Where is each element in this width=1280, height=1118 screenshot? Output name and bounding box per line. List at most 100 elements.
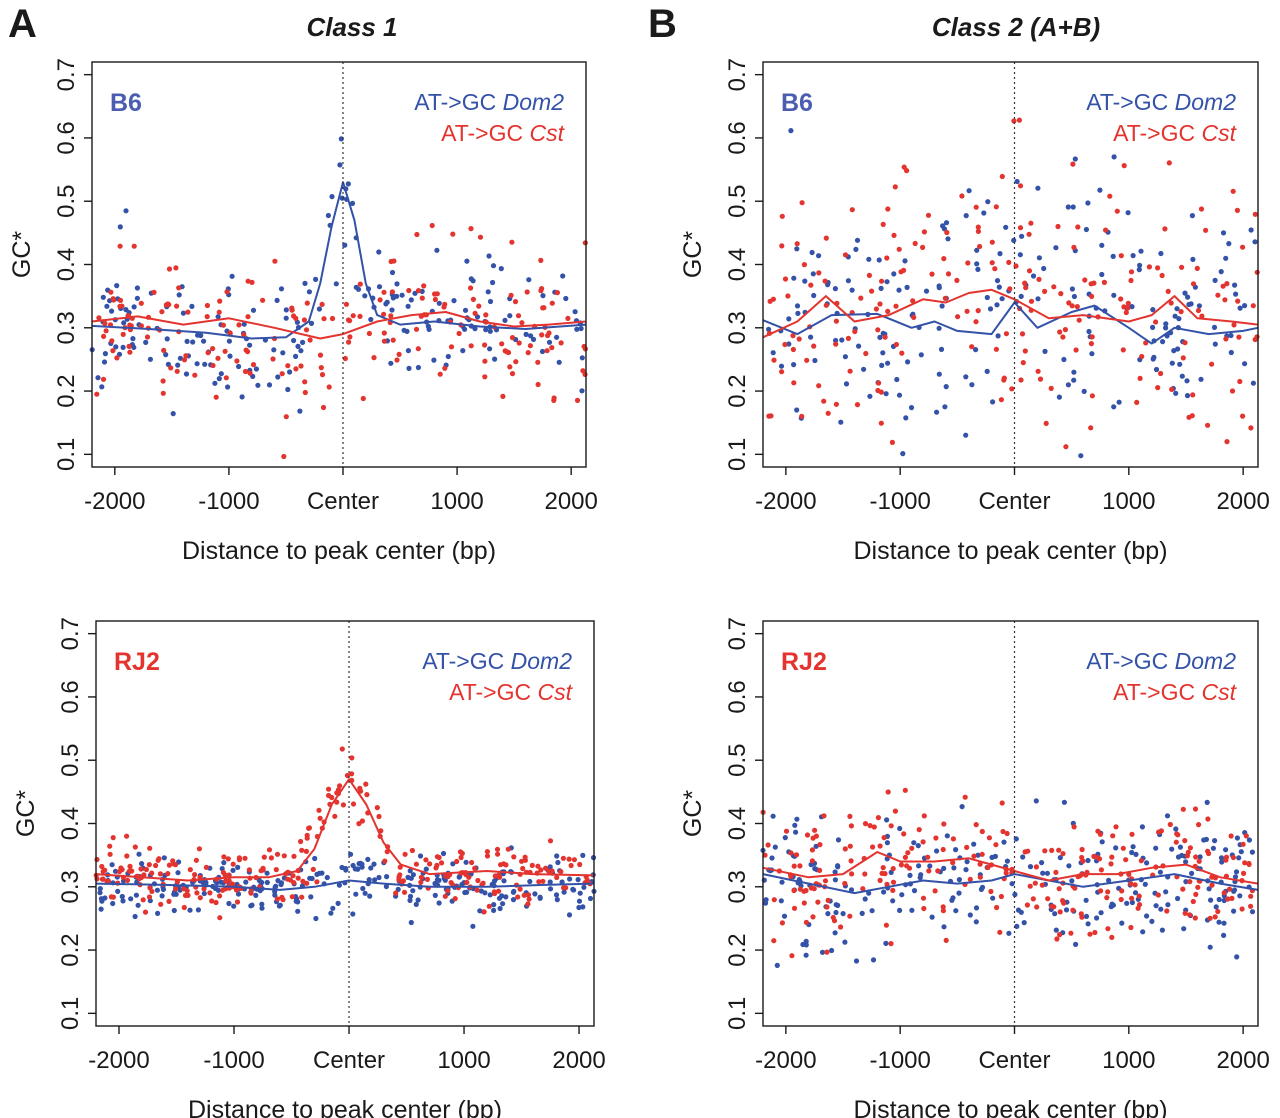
data-point	[539, 332, 545, 338]
data-point	[1088, 281, 1094, 287]
data-point	[297, 408, 303, 414]
data-point	[1125, 300, 1131, 306]
data-point	[801, 900, 807, 906]
data-point	[295, 875, 301, 881]
data-point	[1020, 854, 1026, 860]
data-point	[799, 413, 805, 419]
data-point	[1098, 888, 1104, 894]
data-point	[273, 867, 279, 873]
data-point	[1110, 833, 1116, 839]
legend-series-name: Cst	[1202, 120, 1238, 146]
data-point	[249, 902, 255, 908]
data-point	[871, 824, 877, 830]
data-point	[408, 297, 414, 303]
data-point	[954, 277, 960, 283]
data-point	[118, 865, 124, 871]
data-point	[226, 878, 232, 884]
data-point	[1072, 156, 1078, 162]
y-tick-label: 0.2	[53, 374, 80, 407]
data-point	[393, 890, 399, 896]
data-point	[879, 278, 885, 284]
data-point	[306, 289, 312, 295]
data-point	[215, 355, 221, 361]
data-point	[127, 863, 133, 870]
data-point	[885, 206, 891, 212]
data-point	[523, 331, 529, 337]
data-point	[1042, 348, 1048, 354]
data-point	[166, 898, 172, 905]
data-point	[203, 879, 209, 886]
data-point	[329, 315, 336, 322]
data-point	[576, 898, 583, 904]
data-point	[1178, 309, 1184, 315]
data-point	[293, 366, 299, 372]
strain-label: B6	[781, 89, 813, 117]
data-point	[953, 908, 959, 914]
data-point	[278, 880, 284, 886]
x-axis-label: Distance to peak center (bp)	[182, 537, 496, 565]
trend-line-cst	[762, 288, 1259, 339]
data-point	[989, 239, 995, 245]
scatter-points	[93, 746, 597, 929]
data-point	[236, 363, 242, 370]
data-point	[870, 844, 876, 850]
data-point	[862, 821, 869, 827]
data-point	[794, 241, 800, 247]
data-point	[847, 843, 853, 849]
data-point	[876, 257, 882, 263]
data-point	[201, 338, 207, 344]
y-tick-label: 0.7	[57, 617, 84, 650]
data-point	[896, 287, 902, 293]
data-point	[1173, 390, 1179, 396]
data-point	[472, 326, 478, 332]
data-point	[579, 388, 585, 394]
data-point	[870, 957, 877, 963]
data-point	[161, 855, 167, 861]
data-point	[234, 358, 240, 364]
data-point	[300, 878, 306, 885]
data-point	[163, 302, 169, 308]
data-point	[875, 327, 881, 333]
data-point	[325, 212, 331, 219]
data-point	[1237, 378, 1243, 385]
data-point	[1053, 927, 1059, 933]
data-point	[1158, 906, 1164, 912]
data-point	[849, 871, 855, 877]
data-point	[159, 309, 165, 315]
data-point	[560, 855, 567, 861]
data-point	[1155, 265, 1161, 271]
data-point	[1239, 906, 1245, 912]
data-point	[1193, 891, 1199, 898]
data-point	[407, 897, 413, 904]
data-point	[986, 835, 993, 841]
data-point	[835, 837, 842, 843]
data-point	[911, 888, 918, 894]
data-point	[213, 899, 219, 906]
data-point	[190, 339, 196, 345]
data-point	[362, 890, 368, 896]
y-tick-label: 0.3	[724, 311, 751, 344]
data-point	[1233, 291, 1239, 297]
data-point	[424, 876, 430, 883]
data-point	[1180, 886, 1186, 892]
data-point	[810, 271, 816, 277]
data-point	[330, 905, 336, 911]
data-point	[99, 863, 105, 870]
data-point	[306, 825, 312, 831]
data-point	[880, 221, 886, 227]
data-point	[307, 337, 313, 343]
data-point	[475, 877, 481, 884]
data-point	[155, 857, 161, 863]
data-point	[163, 352, 169, 358]
data-point	[126, 343, 132, 349]
data-point	[249, 279, 255, 285]
data-point	[415, 288, 422, 294]
data-point	[192, 372, 198, 378]
data-point	[1189, 870, 1195, 877]
data-point	[1028, 220, 1034, 226]
data-point	[863, 350, 869, 357]
data-point	[483, 327, 489, 333]
data-point	[268, 855, 274, 861]
data-point	[1238, 849, 1244, 855]
data-point	[849, 207, 855, 213]
